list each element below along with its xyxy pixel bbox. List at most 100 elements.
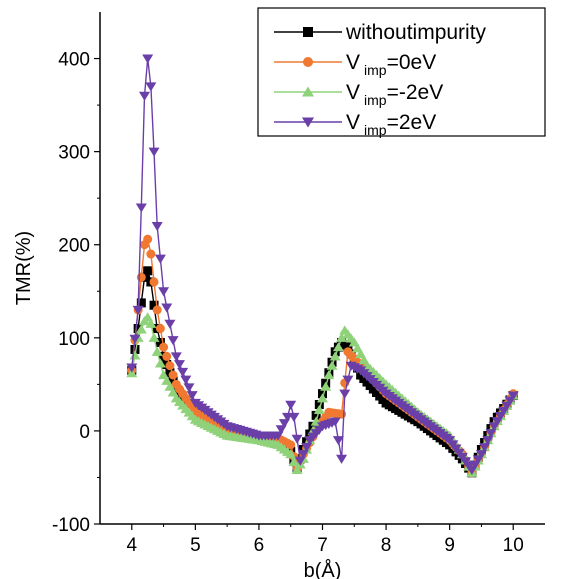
data-point <box>142 312 154 322</box>
data-point <box>168 370 178 380</box>
legend-label-main: V <box>346 111 360 134</box>
legend-label-main: V <box>346 81 360 104</box>
data-point <box>275 425 287 435</box>
data-point <box>339 389 351 399</box>
data-point <box>317 393 328 403</box>
data-point <box>161 303 173 313</box>
legend-label-sub: imp <box>364 92 387 108</box>
legend-label-sub: imp <box>364 122 387 138</box>
x-tick-label: 4 <box>126 535 137 556</box>
data-point <box>285 449 297 459</box>
series-circle <box>127 234 518 478</box>
data-point <box>155 337 165 347</box>
legend-marker <box>303 57 313 67</box>
data-point <box>145 82 157 92</box>
axes-layer: 4 5 6 7 8 9 10 -100 0 100 200 300 400 b(Å) TMR(%) <box>13 50 524 579</box>
data-point <box>286 440 296 450</box>
data-point <box>159 342 169 352</box>
data-point <box>336 454 348 464</box>
data-point <box>288 457 300 467</box>
data-point <box>143 234 153 244</box>
y-axis-label: TMR(%) <box>13 231 35 305</box>
data-point <box>297 449 309 459</box>
x-tick-label: 5 <box>190 535 201 556</box>
data-point <box>148 332 160 342</box>
data-point <box>154 254 166 264</box>
data-point <box>126 368 138 378</box>
legend-label-main: withoutimpurity <box>345 21 487 44</box>
data-point <box>326 360 338 370</box>
legend-marker <box>303 27 313 37</box>
data-point <box>475 450 487 460</box>
legend-label-suffix: =0eV <box>387 51 437 74</box>
data-point <box>167 336 179 346</box>
data-point <box>180 375 192 385</box>
data-point <box>148 147 160 157</box>
data-point <box>343 342 353 352</box>
y-tick-label: 0 <box>79 422 90 443</box>
data-point <box>136 272 146 282</box>
data-point <box>129 334 141 344</box>
legend-marker <box>302 117 314 128</box>
data-point <box>142 54 154 64</box>
y-tick-label: 100 <box>58 329 90 350</box>
data-point <box>177 367 189 378</box>
data-point <box>329 351 341 361</box>
data-point <box>135 324 147 334</box>
legend-marker <box>302 86 314 97</box>
data-point <box>135 203 147 213</box>
data-point <box>272 431 284 441</box>
data-point <box>155 324 165 334</box>
data-point <box>332 436 344 446</box>
x-tick-label: 8 <box>381 535 392 556</box>
data-point <box>170 352 182 362</box>
data-point <box>139 91 150 101</box>
data-point <box>165 361 175 371</box>
data-point <box>314 400 324 410</box>
data-point <box>336 332 348 342</box>
data-point <box>126 363 138 373</box>
data-point <box>285 400 297 410</box>
data-point <box>145 318 157 328</box>
data-point <box>323 370 335 380</box>
data-point <box>168 376 178 386</box>
data-point <box>320 381 332 391</box>
data-point <box>186 391 198 401</box>
legend-label-suffix: =-2eV <box>387 81 444 104</box>
data-point <box>158 287 170 297</box>
data-point <box>164 319 176 329</box>
x-tick-label: 10 <box>503 535 524 556</box>
data-point <box>130 344 140 354</box>
data-point <box>151 346 163 356</box>
y-tick-label: -100 <box>52 515 90 536</box>
data-point <box>136 298 146 308</box>
data-point <box>288 412 300 422</box>
data-point <box>332 342 344 352</box>
series-line <box>131 237 514 475</box>
data-point <box>291 434 303 444</box>
data-point <box>162 351 172 361</box>
data-point <box>485 429 497 439</box>
data-point <box>132 305 144 315</box>
data-point <box>294 456 306 466</box>
data-point <box>149 300 159 310</box>
data-point <box>291 464 303 475</box>
data-point <box>479 443 491 453</box>
data-point <box>183 383 195 393</box>
data-point <box>151 222 163 232</box>
series-triangle-down <box>126 54 519 476</box>
legend-label-sub: imp <box>364 62 387 78</box>
legend-label-suffix: =2eV <box>387 111 437 134</box>
y-tick-label: 300 <box>58 143 90 164</box>
data-point <box>129 350 141 360</box>
data-point <box>143 266 153 276</box>
legend-label: withoutimpurity <box>345 21 487 44</box>
data-point <box>313 404 325 415</box>
legend-item: withoutimpurity <box>274 21 487 44</box>
